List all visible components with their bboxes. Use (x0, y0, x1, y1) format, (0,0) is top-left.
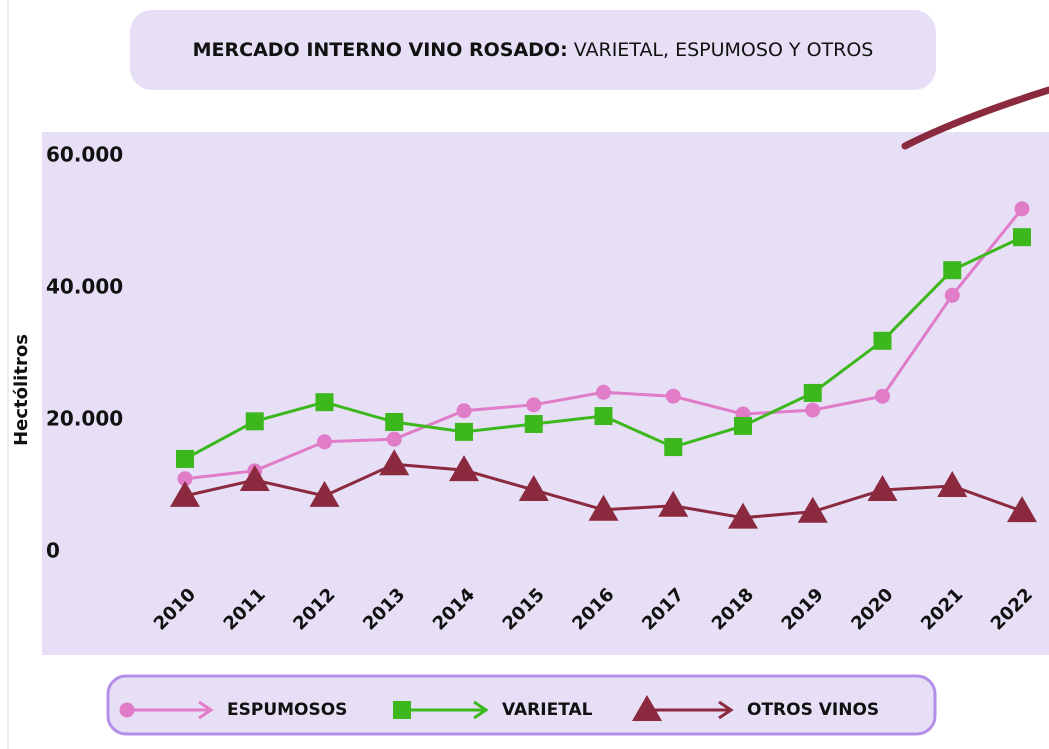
marker (387, 432, 402, 447)
title-bold: MERCADO INTERNO VINO ROSADO: (193, 39, 568, 61)
marker (1015, 201, 1030, 216)
marker (945, 288, 960, 303)
marker (875, 389, 890, 404)
legend-label: OTROS VINOS (747, 700, 879, 720)
y-tick-label: 60.000 (46, 143, 123, 167)
legend-label: ESPUMOSOS (227, 700, 347, 720)
marker (664, 438, 682, 456)
marker (595, 407, 613, 425)
marker (525, 415, 543, 433)
marker (316, 393, 334, 411)
marker (804, 384, 822, 402)
marker (1013, 228, 1031, 246)
chart-title: MERCADO INTERNO VINO ROSADO: VARIETAL, E… (193, 39, 874, 61)
marker (874, 332, 892, 350)
title-rest: VARIETAL, ESPUMOSO Y OTROS (574, 39, 874, 61)
marker (455, 423, 473, 441)
y-axis-label: Hectólitros (11, 334, 32, 446)
marker (317, 434, 332, 449)
marker (805, 403, 820, 418)
marker (943, 261, 961, 279)
marker (385, 413, 403, 431)
marker (526, 397, 541, 412)
marker (666, 389, 681, 404)
marker (176, 450, 194, 468)
marker (246, 412, 264, 430)
chart: MERCADO INTERNO VINO ROSADO: VARIETAL, E… (0, 0, 1049, 749)
marker (457, 403, 472, 418)
marker (734, 417, 752, 435)
y-tick-label: 0 (46, 539, 60, 563)
plot-area (42, 132, 1049, 655)
legend-label: VARIETAL (502, 700, 593, 720)
y-tick-label: 20.000 (46, 407, 123, 431)
y-tick-label: 40.000 (46, 275, 123, 299)
marker (596, 385, 611, 400)
